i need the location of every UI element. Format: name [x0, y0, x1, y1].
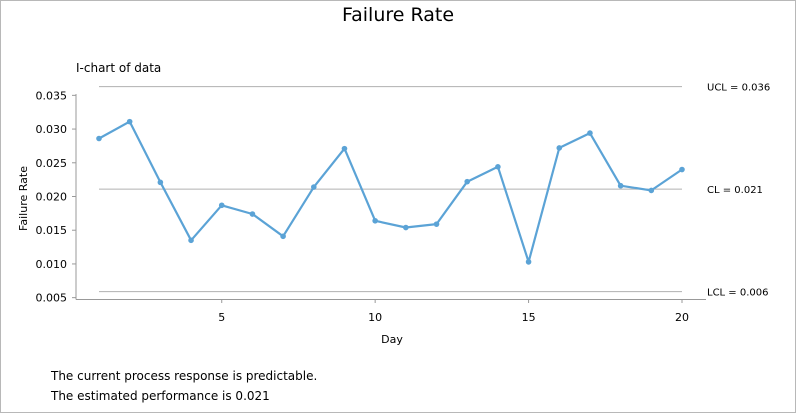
x-tick-label: 20	[675, 311, 689, 324]
y-tick-label: 0.025	[36, 157, 68, 170]
x-tick-label: 10	[368, 311, 382, 324]
data-point	[648, 187, 655, 194]
x-tick-label: 5	[218, 311, 225, 324]
data-point	[218, 202, 225, 209]
control-limit-label: CL = 0.021	[707, 185, 763, 196]
data-point	[157, 179, 164, 186]
x-axis-title: Day	[381, 333, 403, 346]
data-point	[587, 130, 593, 136]
x-tick-label: 15	[522, 311, 536, 324]
data-point	[679, 166, 685, 173]
control-limit-label: UCL = 0.036	[707, 83, 770, 94]
data-point	[556, 145, 563, 151]
chart-title: Failure Rate	[341, 4, 455, 26]
data-point	[403, 224, 409, 231]
data-point	[188, 237, 194, 244]
data-point	[372, 217, 378, 224]
y-axis-title: Failure Rate	[17, 166, 30, 231]
data-point	[525, 259, 532, 265]
performance-note: The estimated performance is 0.021	[51, 389, 270, 403]
data-point	[341, 145, 348, 152]
data-point	[464, 178, 471, 185]
data-point	[96, 135, 102, 142]
data-point	[249, 211, 256, 217]
y-tick-label: 0.015	[36, 224, 68, 237]
data-point	[433, 221, 440, 227]
y-tick-label: 0.010	[36, 258, 68, 271]
chart-subtitle: I-chart of data	[76, 61, 162, 75]
data-point	[310, 184, 317, 190]
data-point	[495, 164, 501, 170]
y-tick-label: 0.035	[36, 89, 68, 102]
data-point	[126, 118, 133, 125]
y-tick-label: 0.005	[36, 292, 68, 305]
control-limit-label: LCL = 0.006	[707, 288, 769, 299]
predictability-note: The current process response is predicta…	[51, 369, 318, 383]
y-tick-label: 0.020	[36, 191, 68, 204]
y-tick-label: 0.030	[36, 123, 68, 136]
series-line	[98, 120, 683, 263]
data-point	[280, 233, 286, 240]
data-point	[617, 182, 624, 189]
